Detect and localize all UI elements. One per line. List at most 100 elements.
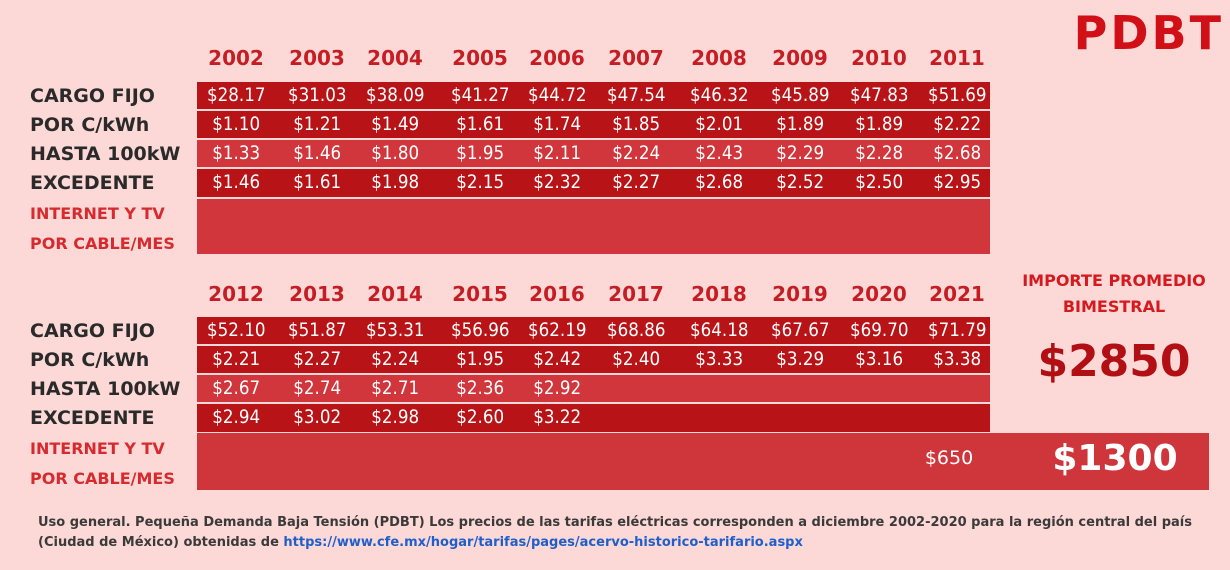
table-cell: $1.98 <box>356 168 434 197</box>
cell-value: $2.60 <box>456 406 504 428</box>
row-label: POR CABLE/MES <box>30 469 175 488</box>
table-cell: $1.46 <box>278 139 356 168</box>
table-cell: $2.50 <box>840 168 918 197</box>
internet-big-amount: $1300 <box>1052 438 1178 479</box>
year-header: 2005 <box>452 46 508 70</box>
cell-value: $2.24 <box>371 348 419 370</box>
table-cell: $1.46 <box>197 168 275 197</box>
table-cell: $2.22 <box>918 110 996 139</box>
table-cell: $56.96 <box>441 316 519 345</box>
table-cell: $47.54 <box>597 81 675 110</box>
table-cell: $1.85 <box>597 110 675 139</box>
year-header: 2015 <box>452 282 508 306</box>
table-cell: $1.89 <box>840 110 918 139</box>
page-title: PDBT <box>1073 6 1224 60</box>
year-header: 2011 <box>929 46 985 70</box>
table-cell: $2.27 <box>278 345 356 374</box>
cell-value: $2.71 <box>371 377 419 399</box>
table-cell: $68.86 <box>597 316 675 345</box>
year-header: 2021 <box>929 282 985 306</box>
cell-value: $2.32 <box>533 171 581 193</box>
summary-heading: IMPORTE PROMEDIO BIMESTRAL <box>1006 268 1222 320</box>
row-label: POR CABLE/MES <box>30 234 175 253</box>
cell-value: $3.33 <box>695 348 743 370</box>
year-header: 2007 <box>608 46 664 70</box>
cell-value: $1.95 <box>456 348 504 370</box>
table-cell: $1.89 <box>761 110 839 139</box>
table-cell: $2.36 <box>441 374 519 403</box>
row-band <box>197 317 990 344</box>
table-cell: $1.74 <box>518 110 596 139</box>
table-cell: $28.17 <box>197 81 275 110</box>
table-cell: $2.95 <box>918 168 996 197</box>
table-cell: $2.42 <box>518 345 596 374</box>
row-label: HASTA 100kW <box>30 143 181 165</box>
cell-value: $44.72 <box>527 84 587 106</box>
cell-value: $51.87 <box>287 319 347 341</box>
table-cell: $31.03 <box>278 81 356 110</box>
table-cell: $1.49 <box>356 110 434 139</box>
cell-value: $31.03 <box>287 84 347 106</box>
table-cell: $3.02 <box>278 403 356 432</box>
internet-band-2 <box>197 433 1209 490</box>
cell-value: $2.24 <box>612 142 660 164</box>
table-cell: $2.29 <box>761 139 839 168</box>
row-band <box>197 375 990 402</box>
table-cell: $53.31 <box>356 316 434 345</box>
cell-value: $2.21 <box>212 348 260 370</box>
table-cell: $1.95 <box>441 345 519 374</box>
table-cell: $2.68 <box>680 168 758 197</box>
cell-value: $2.28 <box>855 142 903 164</box>
row-band <box>197 346 990 373</box>
row-label: INTERNET Y TV <box>30 439 165 458</box>
cell-value: $69.70 <box>849 319 909 341</box>
footer-text: Uso general. Pequeña Demanda Baja Tensió… <box>38 515 1192 550</box>
table-cell: $3.16 <box>840 345 918 374</box>
table-cell: $2.28 <box>840 139 918 168</box>
cell-value: $1.46 <box>212 171 260 193</box>
year-header: 2009 <box>772 46 828 70</box>
cell-value: $28.17 <box>206 84 266 106</box>
year-header: 2018 <box>691 282 747 306</box>
table-cell: $2.27 <box>597 168 675 197</box>
table-cell: $1.80 <box>356 139 434 168</box>
cell-value: $68.86 <box>606 319 666 341</box>
row-label: INTERNET Y TV <box>30 204 165 223</box>
table-cell: $2.94 <box>197 403 275 432</box>
cell-value: $2.50 <box>855 171 903 193</box>
row-label: POR C/kWh <box>30 349 150 371</box>
year-header: 2020 <box>851 282 907 306</box>
table-cell: $2.68 <box>918 139 996 168</box>
footer-note: Uso general. Pequeña Demanda Baja Tensió… <box>38 513 1198 553</box>
cell-value: $46.32 <box>689 84 749 106</box>
cell-value: $1.98 <box>371 171 419 193</box>
table-cell: $1.95 <box>441 139 519 168</box>
table-cell: $44.72 <box>518 81 596 110</box>
table-cell: $38.09 <box>356 81 434 110</box>
cell-value: $2.95 <box>933 171 981 193</box>
cell-value: $2.68 <box>933 142 981 164</box>
cell-value: $1.74 <box>533 113 581 135</box>
table-cell: $3.29 <box>761 345 839 374</box>
table-cell: $41.27 <box>441 81 519 110</box>
cell-value: $1.21 <box>293 113 341 135</box>
summary-amount: $2850 <box>1037 336 1191 387</box>
year-header: 2006 <box>529 46 585 70</box>
table-cell: $3.33 <box>680 345 758 374</box>
cell-value: $1.85 <box>612 113 660 135</box>
table-cell: $2.21 <box>197 345 275 374</box>
footer-link[interactable]: https://www.cfe.mx/hogar/tarifas/pages/a… <box>283 535 803 550</box>
cell-value: $45.89 <box>770 84 830 106</box>
cell-value: $1.61 <box>456 113 504 135</box>
cell-value: $3.22 <box>533 406 581 428</box>
cell-value: $47.54 <box>606 84 666 106</box>
table-cell: $1.61 <box>278 168 356 197</box>
table-cell: $2.71 <box>356 374 434 403</box>
cell-value: $52.10 <box>206 319 266 341</box>
row-label: CARGO FIJO <box>30 85 155 107</box>
year-header: 2014 <box>367 282 423 306</box>
cell-value: $2.15 <box>456 171 504 193</box>
cell-value: $56.96 <box>450 319 510 341</box>
table-cell: $1.21 <box>278 110 356 139</box>
cell-value: $2.92 <box>533 377 581 399</box>
